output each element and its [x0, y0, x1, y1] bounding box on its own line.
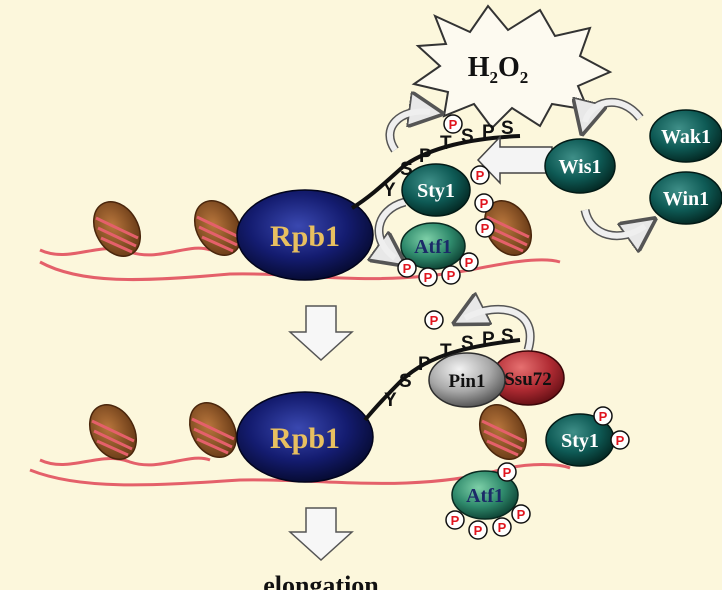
sty1-free-label: Sty1	[561, 430, 599, 452]
ctd-residue: S	[501, 118, 514, 139]
atf1-free: Atf1	[451, 470, 519, 520]
atf1-top-label: Atf1	[414, 236, 452, 258]
h2o2-label: H2O2	[468, 52, 529, 87]
sty1-top-label: Sty1	[417, 180, 455, 202]
phospho-marker: P	[474, 193, 494, 213]
wis1: Wis1	[544, 138, 616, 194]
ctd-residue: S	[399, 371, 412, 392]
phospho-marker: P	[424, 310, 444, 330]
h2o2-burst: H2O2	[411, 4, 613, 130]
outcome-label: elongation	[263, 571, 379, 590]
rpb1-top-label: Rpb1	[270, 220, 340, 253]
svg-text:P: P	[616, 433, 625, 448]
bottom-dna-strand	[29, 456, 571, 487]
sty1-top: Sty1	[401, 163, 471, 217]
sty1-free: Sty1	[545, 413, 615, 467]
phospho-marker: P	[443, 114, 463, 134]
svg-text:P: P	[503, 465, 512, 480]
ctd-residue: P	[482, 122, 495, 143]
svg-text:P: P	[517, 507, 526, 522]
phospho-marker: P	[475, 218, 495, 238]
pin1-label: Pin1	[449, 371, 486, 392]
nucleosome	[188, 402, 238, 458]
svg-text:P: P	[403, 261, 412, 276]
phospho-marker: P	[459, 252, 479, 272]
ctd-residue: P	[419, 146, 432, 167]
svg-text:P: P	[449, 117, 458, 132]
svg-text:P: P	[424, 270, 433, 285]
ssu72-label: Ssu72	[504, 369, 552, 390]
phospho-marker: P	[397, 258, 417, 278]
wak1: Wak1	[649, 109, 722, 163]
ctd-residue: P	[418, 354, 431, 375]
svg-text:P: P	[498, 520, 507, 535]
phospho-marker: P	[593, 406, 613, 426]
ctd-tail-bottom	[363, 338, 521, 422]
svg-text:P: P	[465, 255, 474, 270]
phospho-marker: P	[470, 165, 490, 185]
svg-text:P: P	[480, 196, 489, 211]
nucleosome	[478, 404, 528, 460]
pin1: Pin1	[428, 352, 506, 408]
phospho-marker: P	[492, 517, 512, 537]
svg-text:P: P	[476, 168, 485, 183]
phospho-marker: P	[445, 510, 465, 530]
svg-text:P: P	[599, 409, 608, 424]
wis1-label: Wis1	[559, 156, 602, 178]
svg-text:P: P	[430, 313, 439, 328]
ctd-residue: S	[501, 326, 514, 347]
svg-text:P: P	[447, 268, 456, 283]
phospho-marker: P	[511, 504, 531, 524]
phospho-marker: P	[610, 430, 630, 450]
ctd-residue: Y	[383, 180, 396, 201]
nucleosome	[88, 404, 138, 460]
win1: Win1	[649, 171, 722, 225]
nucleosome	[92, 201, 142, 257]
atf1-free-label: Atf1	[466, 485, 504, 507]
wak1-label: Wak1	[661, 126, 711, 148]
phospho-marker: P	[468, 520, 488, 540]
rpb1-top: Rpb1	[236, 189, 374, 281]
ctd-residue: Y	[384, 390, 397, 411]
ctd-residue: P	[482, 329, 495, 350]
down-arrow	[288, 507, 354, 562]
svg-text:P: P	[474, 523, 483, 538]
phospho-marker: P	[441, 265, 461, 285]
win1-label: Win1	[663, 188, 709, 210]
ctd-residue: S	[461, 333, 474, 354]
nucleosome	[483, 200, 533, 256]
burst-shape	[411, 4, 613, 130]
svg-text:P: P	[451, 513, 460, 528]
phospho-marker: P	[497, 462, 517, 482]
ctd-residue: S	[461, 126, 474, 147]
ctd-tail-top	[350, 134, 521, 210]
svg-text:P: P	[481, 221, 490, 236]
down-arrow	[288, 305, 354, 362]
rpb1-bottom: Rpb1	[236, 391, 374, 483]
nucleosome	[193, 200, 243, 256]
rpb1-bottom-label: Rpb1	[270, 422, 340, 455]
ctd-residue: T	[440, 133, 452, 154]
phospho-marker: P	[418, 267, 438, 287]
